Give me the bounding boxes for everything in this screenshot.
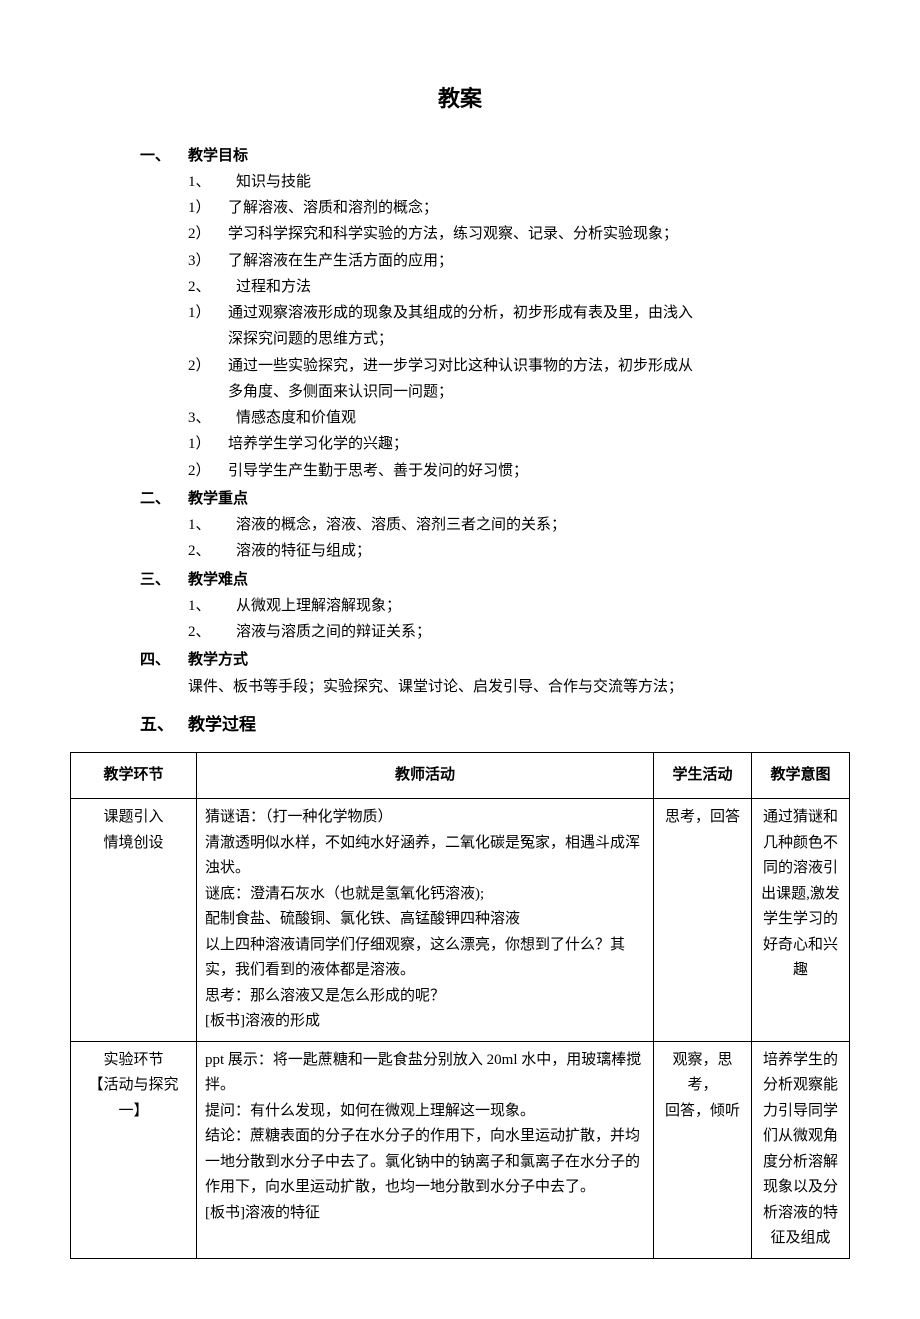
col-header-student: 学生活动	[654, 752, 752, 799]
col-header-intent: 教学意图	[752, 752, 850, 799]
col-header-teacher: 教师活动	[197, 752, 654, 799]
outline-item: 3）了解溶液在生产生活方面的应用；	[188, 248, 820, 274]
outline-item: 1、溶液的概念，溶液、溶质、溶剂三者之间的关系；	[188, 512, 820, 538]
outline-item: 2）学习科学探究和科学实验的方法，练习观察、记录、分析实验现象；	[188, 221, 820, 247]
section-heading: 一、教学目标	[140, 143, 820, 169]
outline-item: 1）培养学生学习化学的兴趣；	[188, 431, 820, 457]
outline-item: 1）了解溶液、溶质和溶剂的概念；	[188, 195, 820, 221]
cell-teacher: ppt 展示：将一匙蔗糖和一匙食盐分别放入 20ml 水中，用玻璃棒搅拌。提问：…	[197, 1041, 654, 1258]
outline-item: 1、知识与技能	[188, 169, 820, 195]
page-title: 教案	[70, 80, 850, 119]
outline-item: 2）引导学生产生勤于思考、善于发问的好习惯；	[188, 458, 820, 484]
outline-item: 多角度、多侧面来认识同一问题；	[228, 379, 820, 405]
outline-item: 深探究问题的思维方式；	[228, 326, 820, 352]
cell-teacher: 猜谜语：（打一种化学物质）清澈透明似水样，不如纯水好涵养，二氧化碳是冤家，相遇斗…	[197, 799, 654, 1042]
cell-segment: 课题引入情境创设	[71, 799, 197, 1042]
cell-student: 思考，回答	[654, 799, 752, 1042]
table-row: 实验环节【活动与探究一】ppt 展示：将一匙蔗糖和一匙食盐分别放入 20ml 水…	[71, 1041, 850, 1258]
outline-item: 3、情感态度和价值观	[188, 405, 820, 431]
section-heading: 二、教学重点	[140, 486, 820, 512]
cell-intent: 通过猜谜和几种颜色不同的溶液引出课题,激发学生学习的好奇心和兴趣	[752, 799, 850, 1042]
col-header-segment: 教学环节	[71, 752, 197, 799]
outline: 一、教学目标1、知识与技能1）了解溶液、溶质和溶剂的概念；2）学习科学探究和科学…	[140, 143, 820, 740]
cell-student: 观察，思考，回答，倾听	[654, 1041, 752, 1258]
outline-item: 2、溶液与溶质之间的辩证关系；	[188, 619, 820, 645]
table-row: 课题引入情境创设猜谜语：（打一种化学物质）清澈透明似水样，不如纯水好涵养，二氧化…	[71, 799, 850, 1042]
section-heading: 五、教学过程	[140, 710, 820, 740]
outline-item: 2）通过一些实验探究，进一步学习对比这种认识事物的方法，初步形成从	[188, 353, 820, 379]
outline-item: 2、溶液的特征与组成；	[188, 538, 820, 564]
cell-segment: 实验环节【活动与探究一】	[71, 1041, 197, 1258]
outline-item: 1）通过观察溶液形成的现象及其组成的分析，初步形成有表及里，由浅入	[188, 300, 820, 326]
cell-intent: 培养学生的分析观察能力引导同学们从微观角度分析溶解现象以及分析溶液的特征及组成	[752, 1041, 850, 1258]
section-heading: 三、教学难点	[140, 567, 820, 593]
outline-item: 课件、板书等手段；实验探究、课堂讨论、启发引导、合作与交流等方法；	[188, 674, 820, 700]
outline-item: 1、从微观上理解溶解现象；	[188, 593, 820, 619]
section-heading: 四、教学方式	[140, 647, 820, 673]
outline-item: 2、过程和方法	[188, 274, 820, 300]
teaching-process-table: 教学环节 教师活动 学生活动 教学意图 课题引入情境创设猜谜语：（打一种化学物质…	[70, 752, 850, 1259]
table-header-row: 教学环节 教师活动 学生活动 教学意图	[71, 752, 850, 799]
